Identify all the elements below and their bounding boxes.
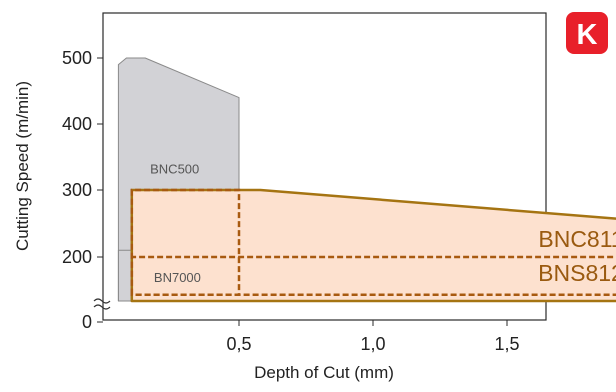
y-tick-label: 0 bbox=[82, 312, 92, 332]
y-tick-label: 500 bbox=[62, 48, 92, 68]
k-badge-letter: K bbox=[577, 19, 598, 51]
label-bnc8115: BNC8115 bbox=[538, 226, 616, 252]
y-axis-title: Cutting Speed (m/min) bbox=[13, 81, 32, 251]
y-tick-label: 300 bbox=[62, 180, 92, 200]
label-bnc500: BNC500 bbox=[150, 162, 199, 177]
y-tick-label: 200 bbox=[62, 247, 92, 267]
label-bn7000: BN7000 bbox=[154, 270, 201, 285]
k-badge: K bbox=[566, 12, 608, 54]
y-axis-ticks: 0 200 300 400 500 bbox=[62, 48, 103, 332]
x-tick-label: 1,5 bbox=[494, 334, 519, 354]
x-tick-label: 1,0 bbox=[360, 334, 385, 354]
axis-break bbox=[94, 299, 110, 309]
x-axis-title: Depth of Cut (mm) bbox=[254, 363, 394, 382]
y-tick-label: 400 bbox=[62, 114, 92, 134]
chart-regions: BNC500 BN7000 BNC8115 BNS8125 bbox=[118, 58, 616, 301]
label-bns8125: BNS8125 bbox=[538, 260, 616, 286]
x-axis-ticks: 0,51,01,52,02,53,0 bbox=[226, 320, 616, 354]
x-tick-label: 0,5 bbox=[226, 334, 251, 354]
